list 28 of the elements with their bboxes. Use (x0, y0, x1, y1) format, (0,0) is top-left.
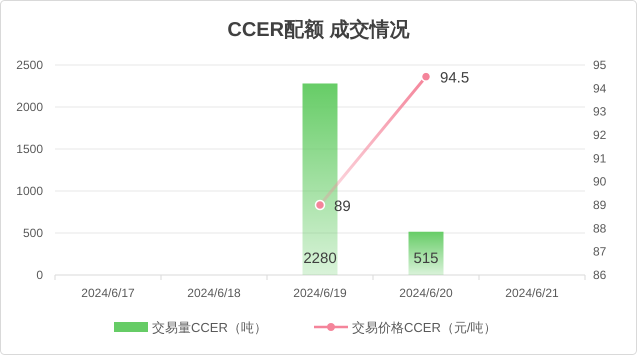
data-label: 515 (413, 250, 439, 267)
y2-tick-label: 89 (593, 198, 607, 212)
data-label: 89 (334, 198, 351, 215)
y2-tick-label: 93 (593, 104, 607, 119)
y2-tick-label: 87 (593, 244, 607, 259)
legend-label: 交易价格CCER（元/吨） (352, 320, 496, 335)
y-tick-label: 1000 (16, 184, 44, 198)
y2-tick-label: 86 (593, 268, 607, 282)
data-label: 2280 (303, 250, 337, 267)
y-tick-label: 1500 (16, 142, 44, 156)
y-tick-label: 0 (36, 268, 44, 282)
y2-tick-label: 94 (593, 81, 607, 96)
y2-tick-label: 88 (593, 221, 607, 236)
y2-tick-label: 91 (593, 151, 607, 166)
x-tick-label: 2024/6/21 (505, 286, 560, 300)
x-tick-label: 2024/6/18 (187, 286, 242, 300)
y-tick-label: 2500 (16, 58, 44, 72)
y2-tick-label: 95 (593, 58, 607, 72)
y-tick-label: 500 (22, 226, 44, 240)
x-tick-label: 2024/6/19 (293, 286, 348, 300)
data-label: 94.5 (440, 70, 470, 87)
chart-title: CCER配额 成交情况 (227, 18, 411, 41)
x-tick-label: 2024/6/20 (399, 286, 454, 300)
x-tick-label: 2024/6/17 (81, 286, 136, 300)
y2-tick-label: 92 (593, 128, 607, 142)
y-tick-label: 2000 (16, 100, 44, 114)
y2-tick-label: 90 (593, 174, 607, 189)
legend-label: 交易量CCER（吨） (152, 320, 267, 335)
